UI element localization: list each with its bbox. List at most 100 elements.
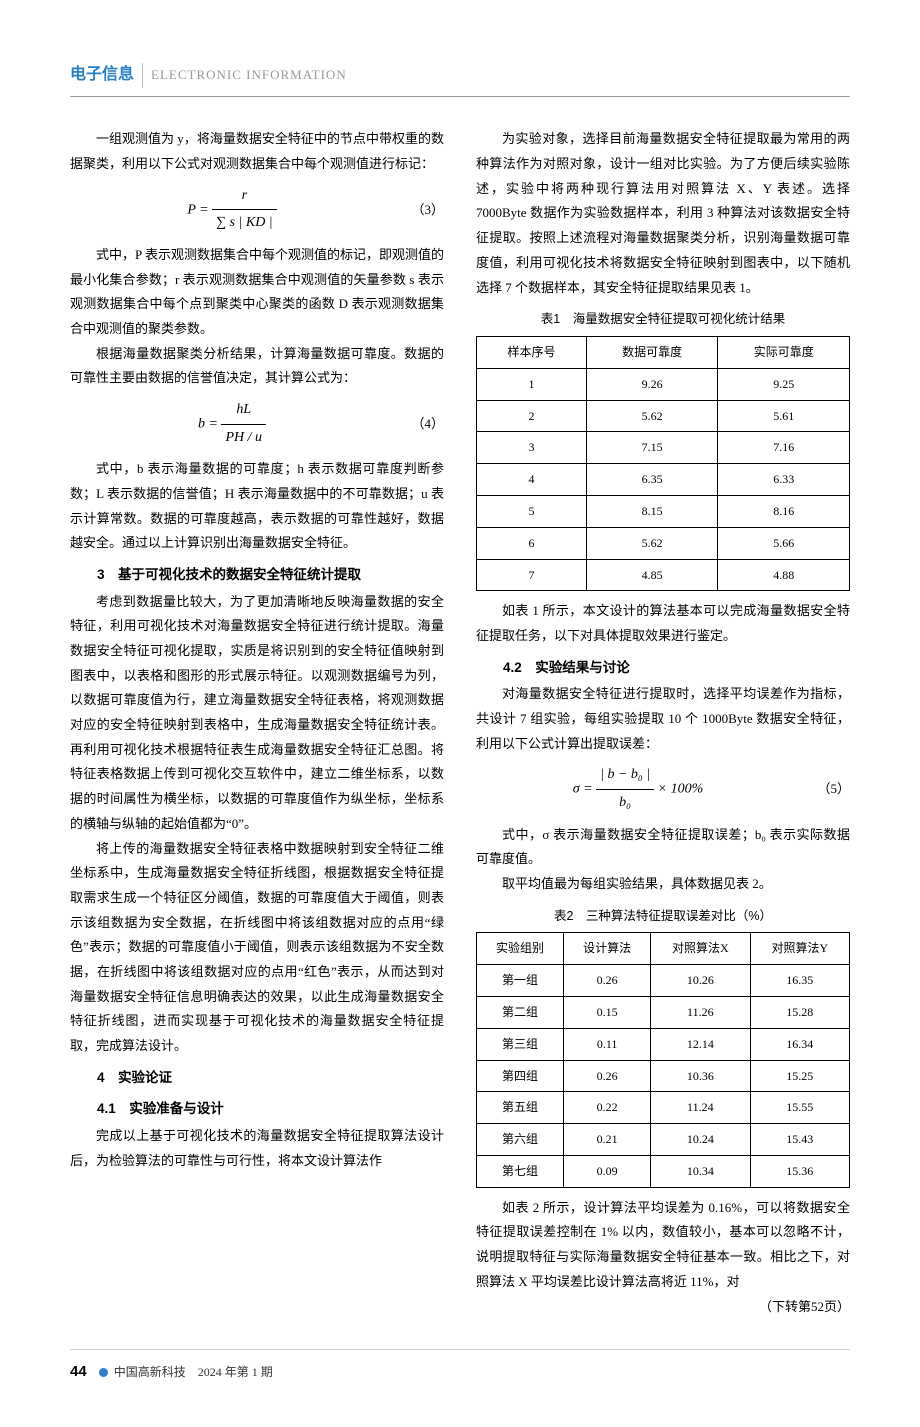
table-header: 设计算法 — [564, 933, 651, 965]
formula-denominator: ∑ s | KD | — [212, 210, 277, 237]
table-cell: 第三组 — [477, 1028, 564, 1060]
formula: b = hL PH / u — [70, 397, 394, 451]
header-en-label: ELECTRONIC INFORMATION — [142, 63, 347, 88]
table-cell: 15.36 — [750, 1155, 849, 1187]
footer-dot-icon — [99, 1368, 108, 1377]
table-cell: 11.26 — [651, 997, 750, 1029]
paragraph: 如表 2 所示，设计算法平均误差为 0.16%，可以将数据安全特征提取误差控制在… — [476, 1196, 850, 1295]
table-row: 46.356.33 — [477, 464, 850, 496]
table-header-row: 样本序号 数据可靠度 实际可靠度 — [477, 336, 850, 368]
table-cell: 8.15 — [586, 495, 718, 527]
table-cell: 16.35 — [750, 965, 849, 997]
paragraph: 根据海量数据聚类分析结果，计算海量数据可靠度。数据的可靠性主要由数据的信誉值决定… — [70, 342, 444, 391]
paragraph: 完成以上基于可视化技术的海量数据安全特征提取算法设计后，为检验算法的可靠性与可行… — [70, 1124, 444, 1173]
table-cell: 0.15 — [564, 997, 651, 1029]
equation-5: σ = | b − b₀ | b₀ × 100% （5） — [476, 762, 850, 816]
paragraph: 式中，σ 表示海量数据安全特征提取误差；b₀ 表示实际数据可靠度值。 — [476, 823, 850, 872]
table-header: 实际可靠度 — [718, 336, 850, 368]
table-cell: 7.16 — [718, 432, 850, 464]
table-header: 对照算法X — [651, 933, 750, 965]
formula-numerator: r — [212, 183, 277, 211]
table-cell: 0.26 — [564, 965, 651, 997]
table-cell: 7.15 — [586, 432, 718, 464]
section-heading-3: 3 基于可视化技术的数据安全特征统计提取 — [70, 562, 444, 588]
paragraph: 如表 1 所示，本文设计的算法基本可以完成海量数据安全特征提取任务，以下对具体提… — [476, 599, 850, 648]
paragraph: 取平均值最为每组实验结果，具体数据见表 2。 — [476, 872, 850, 897]
page-number: 44 — [70, 1358, 87, 1387]
paragraph: 考虑到数据量比较大，为了更加清晰地反映海量数据的安全特征，利用可视化技术对海量数… — [70, 590, 444, 837]
table-cell: 第四组 — [477, 1060, 564, 1092]
table-2: 实验组别 设计算法 对照算法X 对照算法Y 第一组0.2610.2616.35第… — [476, 932, 850, 1187]
formula-numerator: | b − b₀ | — [596, 762, 654, 790]
table-cell: 4.88 — [718, 559, 850, 591]
formula-mult: × 100% — [658, 782, 704, 797]
table-cell: 第七组 — [477, 1155, 564, 1187]
header-cn-label: 电子信息 — [70, 60, 134, 90]
table-cell: 第二组 — [477, 997, 564, 1029]
table-cell: 4.85 — [586, 559, 718, 591]
table-cell: 0.22 — [564, 1092, 651, 1124]
table-cell: 15.43 — [750, 1124, 849, 1156]
table1-caption: 表1 海量数据安全特征提取可视化统计结果 — [476, 308, 850, 332]
table-row: 第二组0.1511.2615.28 — [477, 997, 850, 1029]
paragraph: 对海量数据安全特征进行提取时，选择平均误差作为指标，共设计 7 组实验，每组实验… — [476, 682, 850, 756]
equation-number: （5） — [800, 777, 850, 802]
formula-lhs: σ = — [573, 782, 593, 797]
table-cell: 5.66 — [718, 527, 850, 559]
paragraph: 一组观测值为 y，将海量数据安全特征中的节点中带权重的数据聚类，利用以下公式对观… — [70, 127, 444, 176]
left-column: 一组观测值为 y，将海量数据安全特征中的节点中带权重的数据聚类，利用以下公式对观… — [70, 127, 444, 1319]
table-cell: 5.62 — [586, 400, 718, 432]
table-row: 第四组0.2610.3615.25 — [477, 1060, 850, 1092]
section-heading-4: 4 实验论证 — [70, 1065, 444, 1091]
table-cell: 9.26 — [586, 368, 718, 400]
table-cell: 4 — [477, 464, 587, 496]
table-cell: 3 — [477, 432, 587, 464]
table-row: 第七组0.0910.3415.36 — [477, 1155, 850, 1187]
paragraph: 式中，P 表示观测数据集合中每个观测值的标记，即观测值的最小化集合参数；r 表示… — [70, 243, 444, 342]
table-header: 数据可靠度 — [586, 336, 718, 368]
table-cell: 8.16 — [718, 495, 850, 527]
table-cell: 6.33 — [718, 464, 850, 496]
table-header: 实验组别 — [477, 933, 564, 965]
table-cell: 15.28 — [750, 997, 849, 1029]
table-cell: 0.11 — [564, 1028, 651, 1060]
formula-denominator: PH / u — [221, 425, 266, 452]
table-cell: 9.25 — [718, 368, 850, 400]
table-row: 58.158.16 — [477, 495, 850, 527]
section-heading-4-2: 4.2 实验结果与讨论 — [476, 655, 850, 681]
formula: P = r ∑ s | KD | — [70, 183, 394, 237]
paragraph: 为实验对象，选择目前海量数据安全特征提取最为常用的两种算法作为对照对象，设计一组… — [476, 127, 850, 300]
continue-note: （下转第52页） — [476, 1295, 850, 1320]
table-row: 第六组0.2110.2415.43 — [477, 1124, 850, 1156]
formula-denominator: b₀ — [596, 790, 654, 817]
table-cell: 7 — [477, 559, 587, 591]
table-cell: 10.24 — [651, 1124, 750, 1156]
table-cell: 10.36 — [651, 1060, 750, 1092]
footer-publication: 中国高新科技 2024 年第 1 期 — [114, 1361, 273, 1384]
page-header: 电子信息 ELECTRONIC INFORMATION — [70, 60, 850, 97]
page-footer: 44 中国高新科技 2024 年第 1 期 — [70, 1349, 850, 1387]
table-cell: 12.14 — [651, 1028, 750, 1060]
table-cell: 5.61 — [718, 400, 850, 432]
table-row: 37.157.16 — [477, 432, 850, 464]
table-header: 样本序号 — [477, 336, 587, 368]
table-cell: 15.25 — [750, 1060, 849, 1092]
paragraph: 将上传的海量数据安全特征表格中数据映射到安全特征二维坐标系中，生成海量数据安全特… — [70, 837, 444, 1059]
table-row: 74.854.88 — [477, 559, 850, 591]
table-row: 第五组0.2211.2415.55 — [477, 1092, 850, 1124]
formula-numerator: hL — [221, 397, 266, 425]
table-row: 第三组0.1112.1416.34 — [477, 1028, 850, 1060]
section-heading-4-1: 4.1 实验准备与设计 — [70, 1096, 444, 1122]
table-cell: 2 — [477, 400, 587, 432]
table-header-row: 实验组别 设计算法 对照算法X 对照算法Y — [477, 933, 850, 965]
table-row: 25.625.61 — [477, 400, 850, 432]
table-cell: 6.35 — [586, 464, 718, 496]
table-cell: 第五组 — [477, 1092, 564, 1124]
two-column-layout: 一组观测值为 y，将海量数据安全特征中的节点中带权重的数据聚类，利用以下公式对观… — [70, 127, 850, 1319]
table-cell: 11.24 — [651, 1092, 750, 1124]
table-1: 样本序号 数据可靠度 实际可靠度 19.269.2525.625.6137.15… — [476, 336, 850, 591]
table-cell: 16.34 — [750, 1028, 849, 1060]
equation-4: b = hL PH / u （4） — [70, 397, 444, 451]
equation-number: （3） — [394, 198, 444, 223]
formula: σ = | b − b₀ | b₀ × 100% — [476, 762, 800, 816]
